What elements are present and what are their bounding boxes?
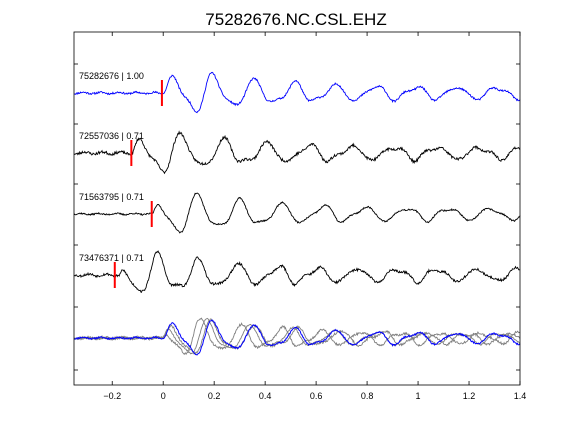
x-tick-label-1: 0: [161, 391, 166, 401]
trace-label-0: 75282676 | 1.00: [79, 71, 144, 81]
trace-1: [73, 130, 521, 175]
axis-ticks: −0.2 0 0.2 0.4 0.6 0.8 1 1.2 1.4: [74, 32, 526, 401]
plot-frame: [73, 31, 521, 386]
trace-label-layer: 75282676 | 1.00 72557036 | 0.71 71563795 |…: [79, 71, 144, 263]
trace-label-1: 72557036 | 0.71: [79, 131, 144, 141]
stack-trace-reference: [74, 319, 521, 356]
trace-3: [73, 250, 521, 293]
stack-trace-1: [73, 318, 521, 356]
x-tick-label-6: 1: [416, 391, 421, 401]
trace-layer: [73, 71, 521, 356]
trace-0: [73, 71, 521, 114]
stack-trace-2: [73, 317, 521, 355]
x-tick-label-5: 0.8: [361, 391, 374, 401]
trace-label-3: 73476371 | 0.71: [79, 253, 144, 263]
x-tick-label-4: 0.6: [310, 391, 323, 401]
x-tick-label-7: 1.2: [463, 391, 476, 401]
trace-label-2: 71563795 | 0.71: [79, 192, 144, 202]
stack-trace-3: [73, 317, 521, 356]
pick-marker-layer: [113, 80, 163, 288]
x-tick-label-8: 1.4: [514, 391, 527, 401]
chart-title: 75282676.NC.CSL.EHZ: [205, 10, 386, 29]
x-tick-label-3: 0.4: [259, 391, 272, 401]
trace-2: [73, 192, 521, 234]
x-tick-label-2: 0.2: [208, 391, 221, 401]
x-tick-label-0: −0.2: [103, 391, 121, 401]
